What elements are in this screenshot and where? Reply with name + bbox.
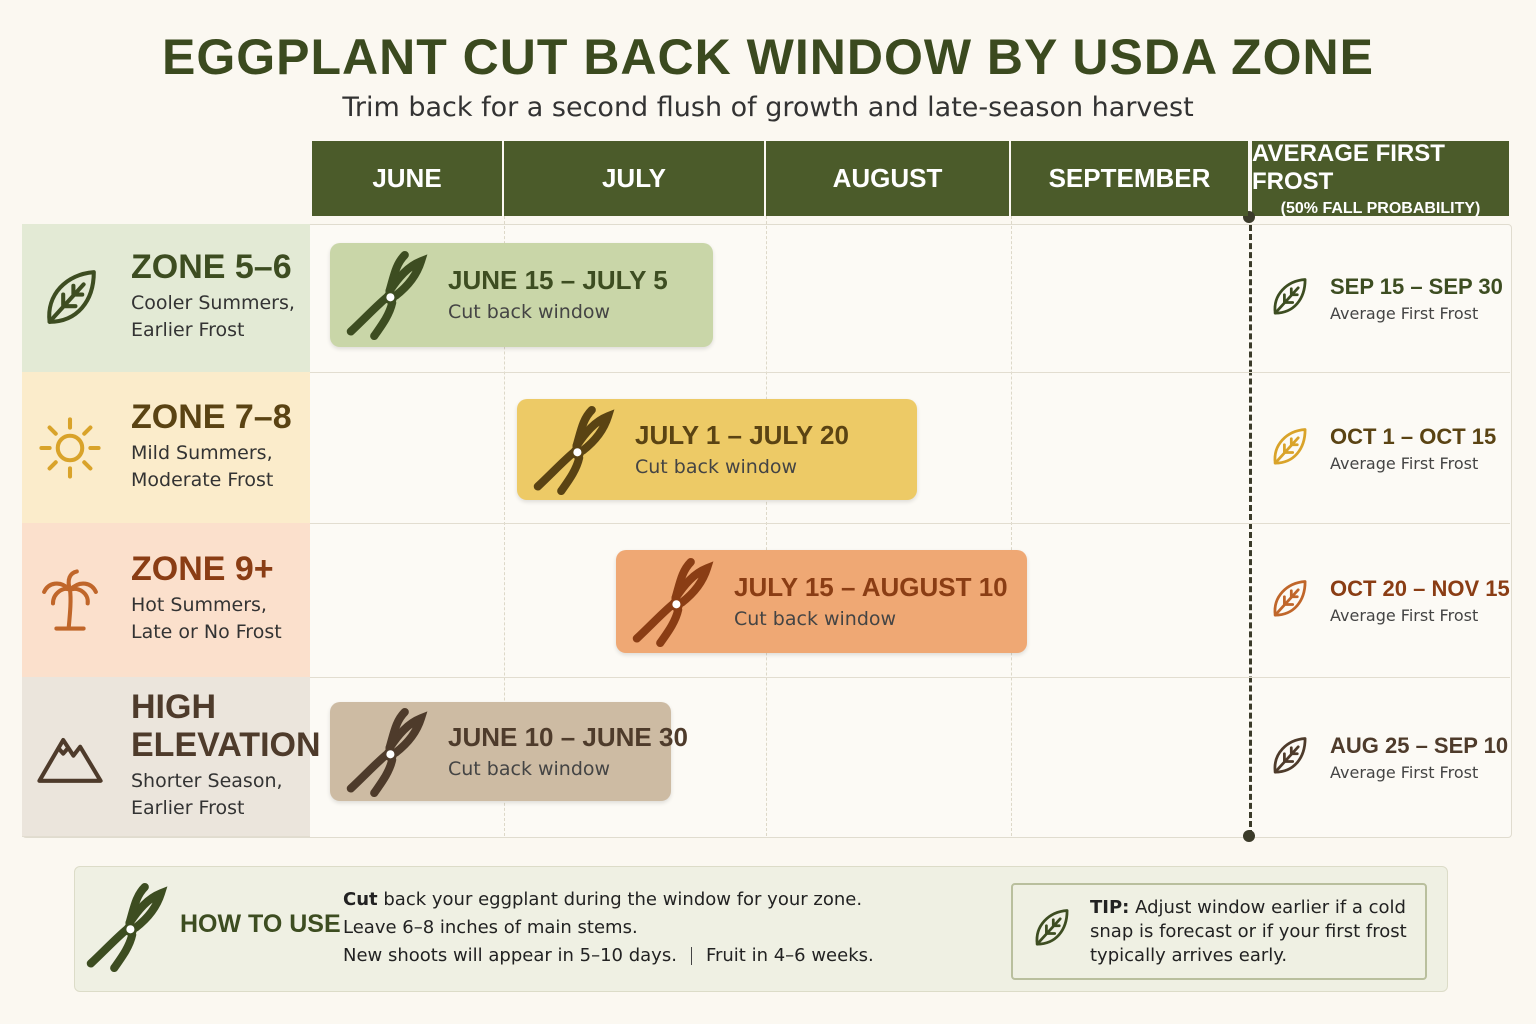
how-to-line-text: back your eggplant during the window for… [383,889,863,910]
zone-description-line: Hot Summers, [131,594,267,616]
how-to-line-text: New shoots will appear in 5–10 days. [343,945,677,966]
frost-label: Average First Frost [1330,453,1479,473]
icon [1273,736,1307,773]
pruner-icon [626,555,716,654]
zone-description: Hot Summers, Late or No Frost [131,592,282,646]
window-label: Cut back window [734,607,897,630]
how-to-line: Cut back your eggplant during the window… [343,886,874,914]
zone-cell [22,372,310,524]
month-header: JUNE [312,141,502,216]
tip-body: Adjust window earlier if a cold snap is … [1090,897,1407,966]
frost-header-subtitle: (50% FALL PROBABILITY) [1280,199,1481,217]
how-to-extra: Fruit in 4–6 weeks. [705,945,874,966]
column-guide [766,216,767,836]
window-label: Cut back window [635,455,798,478]
zone-description-line: Earlier Frost [131,319,245,341]
frost-label: Average First Frost [1330,304,1479,323]
zone-description: Mild Summers, Moderate Frost [131,440,273,494]
pruner-icon [346,707,428,797]
zone-name: ZONE 9+ [131,550,274,588]
window-dates: JUNE 15 – JULY 5 [448,265,668,295]
frost-line [1249,216,1252,836]
frost-label: Average First Frost [1330,762,1479,782]
month-header: SEPTEMBER [1011,141,1248,216]
pruner-icon [340,705,430,804]
frost-dates: OCT 20 – NOV 15 [1330,576,1510,601]
icon [37,737,103,783]
how-to-line: Leave 6–8 inches of main stems. [343,917,638,938]
zone-description-line: Shorter Season, [131,769,283,792]
zone-description: Cooler Summers, Earlier Frost [131,290,295,344]
zone-description-line: Late or No Frost [131,621,282,643]
zone-description-line: Earlier Frost [131,796,245,819]
zone-name: ZONE 5–6 [131,248,292,286]
tip-text: TIP: Adjust window earlier if a cold sna… [1090,896,1410,968]
zone-name: ZONE 7–8 [131,397,292,436]
icon [1273,580,1307,617]
month-header: AUGUST [766,141,1009,216]
tip-icon [1028,902,1074,958]
pruner-icon [340,248,430,347]
how-to-panel [74,866,1448,992]
frost-icon [1266,573,1312,629]
window-label: Cut back window [448,301,611,323]
icon [1273,278,1307,315]
column-guide [1011,216,1012,836]
icon [1035,909,1069,946]
frost-label: Average First Frost [1330,606,1479,625]
frost-header: AVERAGE FIRST FROST (50% FALL PROBABILIT… [1252,139,1509,217]
icon [42,569,98,631]
how-to-icon [80,880,170,979]
frost-line-dot [1243,830,1255,842]
frost-dates: SEP 15 – SEP 30 [1330,274,1503,299]
frost-icon [1266,271,1312,327]
icon [47,270,96,324]
zone-cell [22,677,310,837]
pruner-icon [527,403,617,502]
window-dates: JULY 15 – AUGUST 10 [734,571,1008,602]
zone-description-line: Cooler Summers, [131,292,295,314]
window-label: Cut back window [448,757,611,780]
zone-icon [36,414,104,486]
subtitle: Trim back for a second flush of growth a… [342,92,1194,123]
how-to-line: New shoots will appear in 5–10 days. Frui… [343,942,874,970]
frost-dates: AUG 25 – SEP 10 [1330,732,1509,758]
frost-dates: OCT 1 – OCT 15 [1330,423,1497,449]
row-divider [310,372,1510,373]
zone-description: Shorter Season, Earlier Frost [131,768,283,822]
tip-box [1011,883,1427,980]
how-to-title: HOW TO USE [180,910,341,938]
icon [1273,427,1307,464]
zone-icon [36,264,104,336]
month-header: JULY [504,141,764,216]
zone-icon [36,566,104,638]
zone-description-line: Moderate Frost [131,468,274,491]
window-dates: JUNE 10 – JUNE 30 [448,721,688,752]
pruner-icon [632,557,714,647]
zone-description-line: Mild Summers, [131,441,273,464]
title: EGGPLANT CUT BACK WINDOW BY USDA ZONE [162,29,1374,85]
zone-name: HIGH ELEVATION [131,687,321,764]
zone-icon [36,723,104,795]
frost-icon [1266,421,1312,477]
pruner-icon [346,250,428,341]
tip-bold: TIP: [1090,897,1130,918]
frost-header-title: AVERAGE FIRST FROST [1252,139,1445,195]
how-to-bold: Cut [343,889,378,910]
pruner-icon [533,405,615,495]
separator [690,947,692,965]
icon [39,416,101,479]
row-divider [310,677,1510,678]
row-divider [310,523,1510,524]
pruner-icon [86,882,168,973]
window-dates: JULY 1 – JULY 20 [635,419,849,450]
how-to-text: Cut back your eggplant during the window… [343,886,874,970]
column-guide [504,216,505,836]
frost-icon [1266,730,1312,786]
